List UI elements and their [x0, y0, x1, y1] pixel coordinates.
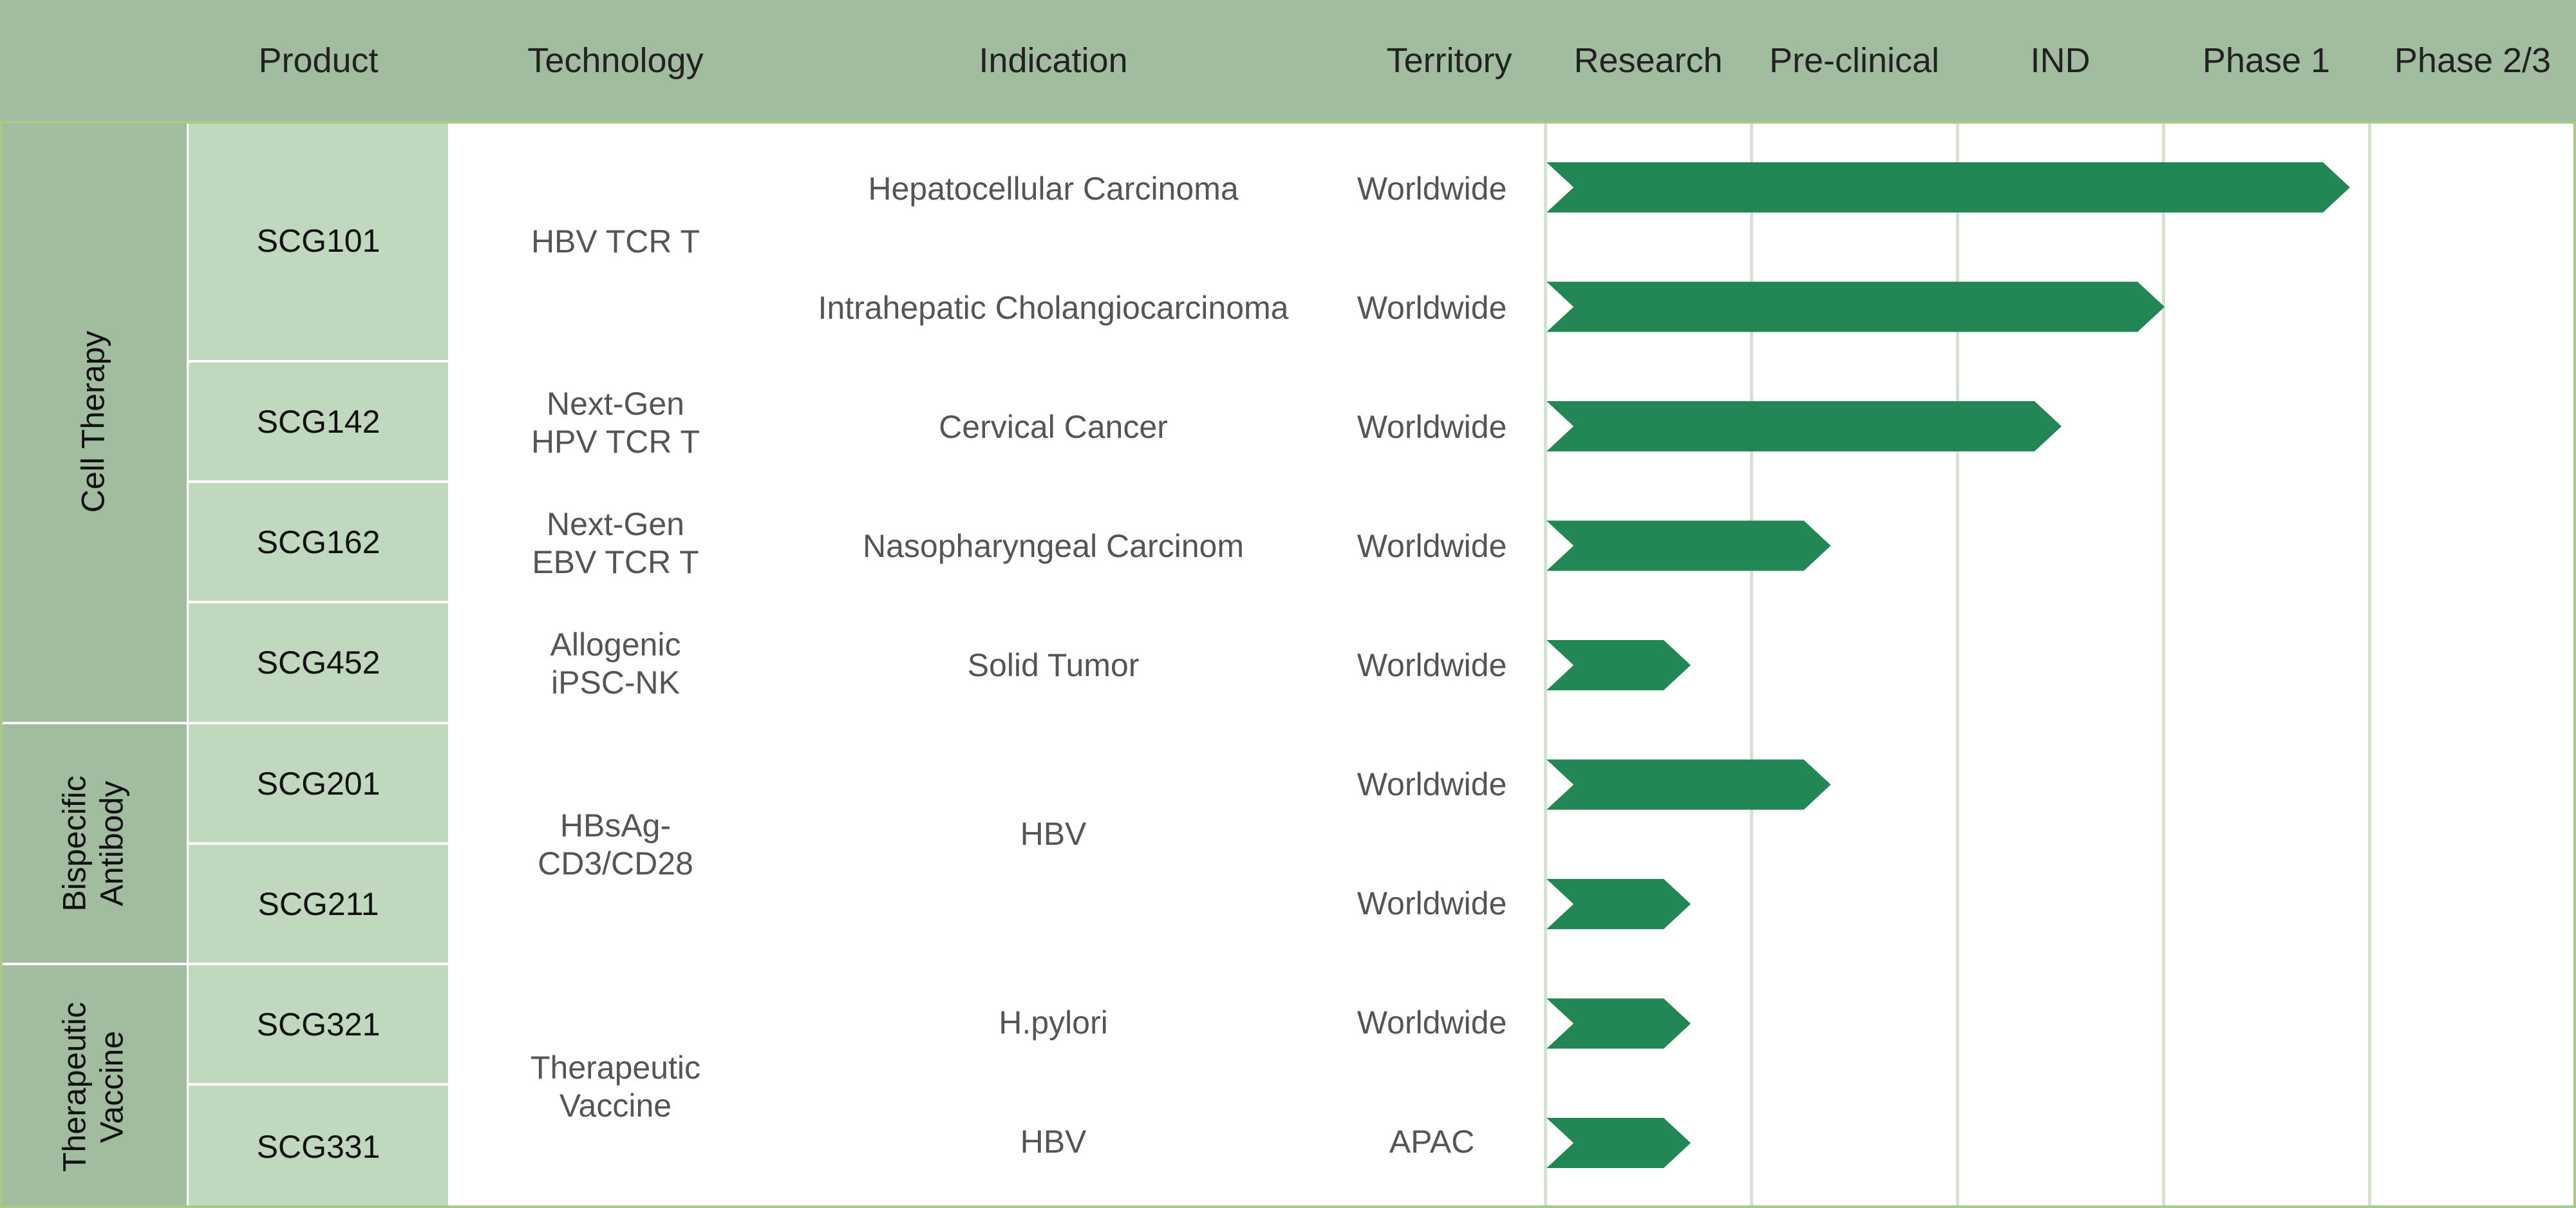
stage-label-phase1: Phase 1: [2202, 41, 2331, 80]
progress-bar-scg162-3: [1547, 520, 1831, 571]
header-product: Product: [258, 41, 379, 80]
stage-gridline: [1544, 121, 1547, 1208]
technology-cell: Next-Gen EBV TCR T: [532, 505, 699, 580]
progress-bar-scg201-5: [1547, 759, 1831, 810]
technology-cell: Allogenic iPSC-NK: [550, 627, 681, 701]
indication-cell: HBV: [1020, 815, 1087, 852]
product-cell: SCG162: [189, 483, 448, 603]
indication-cell: HBV: [1020, 1123, 1087, 1160]
territory-cell: Worldwide: [1357, 1004, 1507, 1041]
progress-bar-scg211-6: [1547, 879, 1691, 929]
indication-cell: Nasopharyngeal Carcinom: [863, 527, 1244, 564]
header-indication: Indication: [979, 41, 1128, 80]
technology-cell: HBV TCR T: [531, 223, 700, 260]
stage-gridline: [2368, 121, 2371, 1208]
progress-bar-scg101-0: [1547, 162, 2350, 212]
territory-cell: APAC: [1389, 1123, 1475, 1160]
indication-cell: Solid Tumor: [967, 646, 1140, 683]
territory-cell: Worldwide: [1357, 170, 1507, 207]
table-header: Product Technology Indication Territory …: [0, 0, 2576, 121]
progress-bar-scg101-1: [1547, 281, 2165, 332]
product-cell: SCG211: [189, 845, 448, 965]
indication-cell: Cervical Cancer: [939, 408, 1168, 445]
indication-cell: H.pylori: [999, 1004, 1108, 1041]
indication-cell: Hepatocellular Carcinoma: [868, 170, 1239, 207]
territory-cell: Worldwide: [1357, 527, 1507, 564]
stage-label-preclinical: Pre-clinical: [1769, 41, 1940, 80]
product-cell: SCG201: [189, 724, 448, 845]
territory-cell: Worldwide: [1357, 885, 1507, 921]
header-technology: Technology: [527, 41, 704, 80]
technology-cell: Therapeutic Vaccine: [530, 1049, 701, 1124]
category-therapeutic-vaccine: Therapeutic Vaccine: [0, 965, 187, 1208]
progress-bar-scg321-7: [1547, 998, 1691, 1049]
stage-gridline: [1956, 121, 1959, 1208]
territory-cell: Worldwide: [1357, 408, 1507, 445]
progress-bar-scg331-8: [1547, 1118, 1691, 1168]
header-territory: Territory: [1386, 41, 1512, 80]
technology-cell: Next-Gen HPV TCR T: [531, 385, 700, 460]
product-cell: SCG452: [189, 603, 448, 724]
progress-bar-scg452-4: [1547, 640, 1691, 690]
column-separator: [187, 121, 189, 1208]
stage-label-ind: IND: [2030, 41, 2091, 80]
stage-label-research: Research: [1574, 41, 1723, 80]
territory-cell: Worldwide: [1357, 646, 1507, 683]
progress-bar-scg142-2: [1547, 401, 2062, 451]
territory-cell: Worldwide: [1357, 766, 1507, 802]
product-cell: SCG142: [189, 363, 448, 483]
stage-gridline: [1750, 121, 1753, 1208]
category-cell-therapy: Cell Therapy: [0, 121, 187, 724]
product-cell: SCG101: [189, 121, 448, 363]
territory-cell: Worldwide: [1357, 289, 1507, 326]
product-cell: SCG321: [189, 965, 448, 1086]
stage-label-phase2-3: Phase 2/3: [2394, 41, 2552, 80]
product-cell: SCG331: [189, 1086, 448, 1208]
indication-cell: Intrahepatic Cholangiocarcinoma: [818, 289, 1289, 326]
category-bispecific-antibody: Bispecific Antibody: [0, 724, 187, 965]
stage-gridline: [2162, 121, 2165, 1208]
technology-cell: HBsAg- CD3/CD28: [538, 807, 693, 882]
